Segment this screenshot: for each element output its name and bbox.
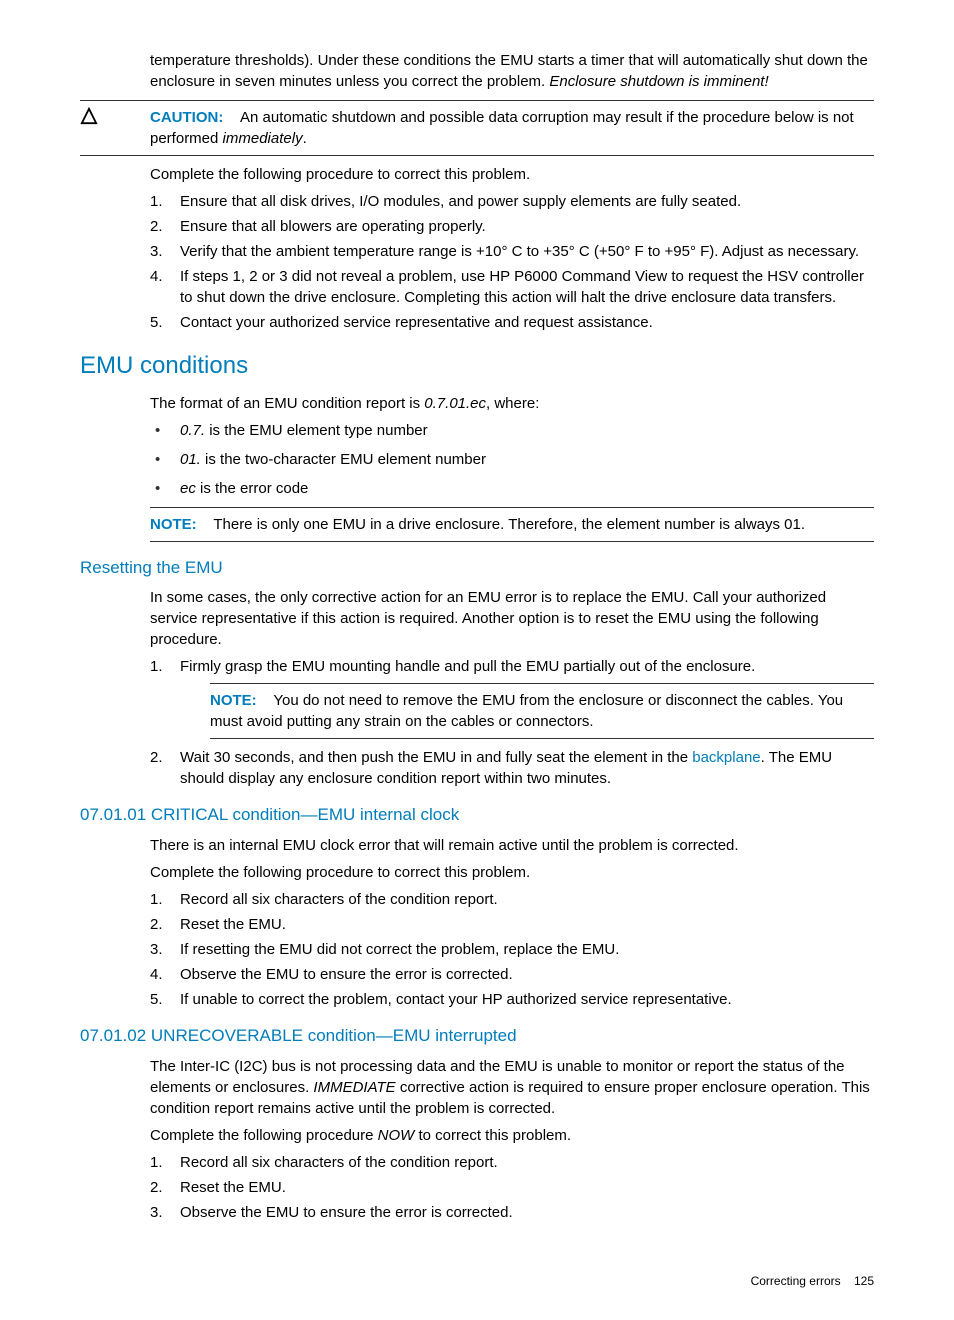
list-item: If unable to correct the problem, contac… (150, 989, 874, 1010)
bullet-italic: ec (180, 480, 196, 497)
emu-intro-after: , where: (486, 395, 539, 412)
bullet-text: is the two-character EMU element number (201, 451, 486, 468)
sec-070102-list: Record all six characters of the conditi… (150, 1152, 874, 1223)
step2-before: Wait 30 seconds, and then push the EMU i… (180, 749, 692, 766)
sec-070101-text: There is an internal EMU clock error tha… (150, 835, 874, 856)
instr-after: to correct this problem. (414, 1127, 571, 1144)
list-item: Reset the EMU. (150, 914, 874, 935)
emu-intro-italic: 0.7.01.ec (424, 395, 486, 412)
emu-conditions-heading: EMU conditions (80, 349, 874, 383)
list-item: If steps 1, 2 or 3 did not reveal a prob… (150, 266, 874, 308)
sec-070101-list: Record all six characters of the conditi… (150, 889, 874, 1010)
sec-070102-text: The Inter-IC (I2C) bus is not processing… (150, 1056, 874, 1119)
caution-icon (80, 107, 110, 132)
footer-page: 125 (854, 1274, 874, 1288)
caution-content: CAUTION: An automatic shutdown and possi… (150, 107, 874, 149)
note-text: There is only one EMU in a drive enclosu… (213, 516, 805, 533)
list-item: 0.7. is the EMU element type number (150, 420, 874, 441)
sec-070101-heading: 07.01.01 CRITICAL condition—EMU internal… (80, 803, 874, 827)
text-italic: IMMEDIATE (313, 1079, 395, 1096)
bullet-italic: 01. (180, 451, 201, 468)
sec-070102-heading: 07.01.02 UNRECOVERABLE condition—EMU int… (80, 1024, 874, 1048)
note-label: NOTE: (210, 692, 257, 709)
caution-callout: CAUTION: An automatic shutdown and possi… (80, 100, 874, 156)
list-item: Record all six characters of the conditi… (150, 889, 874, 910)
resetting-note-callout: NOTE: You do not need to remove the EMU … (210, 683, 874, 739)
caution-after: . (303, 130, 307, 147)
list-item: Firmly grasp the EMU mounting handle and… (150, 656, 874, 739)
list-item: Reset the EMU. (150, 1177, 874, 1198)
list-item: Wait 30 seconds, and then push the EMU i… (150, 747, 874, 789)
resetting-list: Firmly grasp the EMU mounting handle and… (150, 656, 874, 789)
emu-intro-before: The format of an EMU condition report is (150, 395, 424, 412)
note-label: NOTE: (150, 516, 197, 533)
list-item: Contact your authorized service represen… (150, 312, 874, 333)
list-item: Observe the EMU to ensure the error is c… (150, 1202, 874, 1223)
note-content: NOTE: There is only one EMU in a drive e… (150, 514, 805, 535)
list-item: Ensure that all disk drives, I/O modules… (150, 191, 874, 212)
procedure1-list: Ensure that all disk drives, I/O modules… (150, 191, 874, 333)
footer-section: Correcting errors (751, 1274, 841, 1288)
resetting-heading: Resetting the EMU (80, 556, 874, 580)
list-item: If resetting the EMU did not correct the… (150, 939, 874, 960)
list-item: ec is the error code (150, 478, 874, 499)
list-item: Record all six characters of the conditi… (150, 1152, 874, 1173)
note-text: You do not need to remove the EMU from t… (210, 692, 843, 730)
instr-italic: NOW (378, 1127, 415, 1144)
resetting-text: In some cases, the only corrective actio… (150, 587, 874, 650)
bullet-text: is the error code (196, 480, 309, 497)
page-footer: Correcting errors 125 (80, 1273, 874, 1290)
instr-before: Complete the following procedure (150, 1127, 378, 1144)
intro-italic: Enclosure shutdown is imminent! (549, 73, 768, 90)
caution-label: CAUTION: (150, 109, 223, 126)
complete-procedure-text: Complete the following procedure to corr… (150, 164, 874, 185)
bullet-text: is the EMU element type number (205, 422, 428, 439)
list-item: Observe the EMU to ensure the error is c… (150, 964, 874, 985)
list-item: Verify that the ambient temperature rang… (150, 241, 874, 262)
sec-070102-instruction: Complete the following procedure NOW to … (150, 1125, 874, 1146)
sec-070101-instruction: Complete the following procedure to corr… (150, 862, 874, 883)
emu-note-callout: NOTE: There is only one EMU in a drive e… (150, 507, 874, 542)
emu-conditions-intro: The format of an EMU condition report is… (150, 393, 874, 414)
caution-italic: immediately (223, 130, 303, 147)
emu-bullets: 0.7. is the EMU element type number 01. … (150, 420, 874, 499)
intro-paragraph: temperature thresholds). Under these con… (150, 50, 874, 92)
list-item: 01. is the two-character EMU element num… (150, 449, 874, 470)
list-item: Ensure that all blowers are operating pr… (150, 216, 874, 237)
resetting-step1: Firmly grasp the EMU mounting handle and… (180, 658, 755, 675)
backplane-link[interactable]: backplane (692, 749, 760, 766)
bullet-italic: 0.7. (180, 422, 205, 439)
